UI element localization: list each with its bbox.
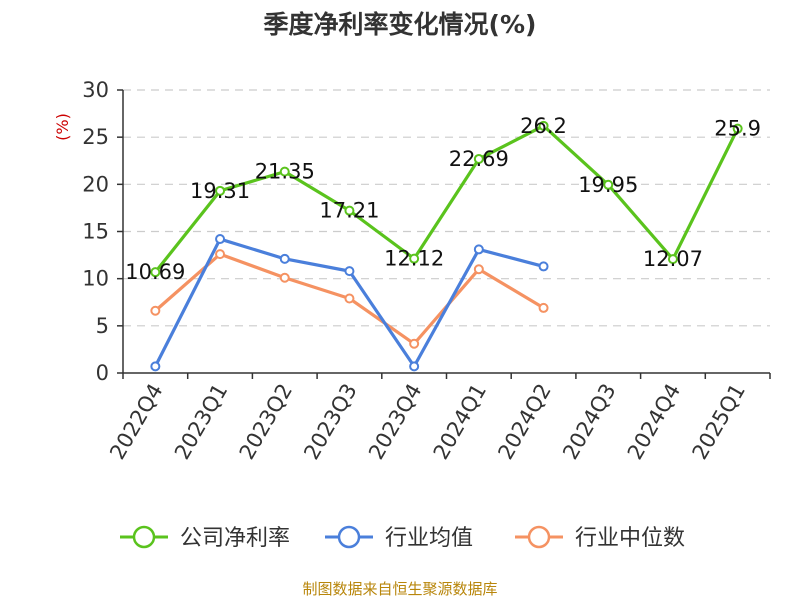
data-label: 12.07 [643,247,703,271]
x-tick-label: 2023Q1 [170,380,232,464]
data-label: 26.2 [520,114,567,138]
legend-item-1[interactable]: 行业均值 [325,525,473,551]
data-point [538,261,549,272]
data-point [603,179,614,190]
legend-marker-icon [337,525,361,549]
source-note: 制图数据来自恒生聚源数据库 [302,580,497,598]
legend-label: 行业均值 [385,526,473,551]
x-tick-label: 2024Q4 [623,380,685,464]
data-label: 19.31 [190,179,250,203]
x-tick-label: 2023Q4 [364,380,426,464]
data-label: 12.12 [384,247,444,271]
data-point [279,253,290,264]
legend-item-0[interactable]: 公司净利率 [120,525,290,551]
series-layer [150,120,743,372]
legend-label: 公司净利率 [180,526,290,551]
y-tick-label: 25 [82,125,109,149]
y-tick-label: 10 [82,267,109,291]
data-label: 22.69 [449,147,509,171]
data-point [215,185,226,196]
data-point [344,205,355,216]
series-1 [150,234,549,372]
data-label: 21.35 [255,160,315,184]
data-point [279,272,290,283]
data-point [538,302,549,313]
x-tick-label: 2024Q2 [493,380,555,464]
x-tick-label: 2024Q3 [558,380,620,464]
data-label: 17.21 [319,199,379,223]
series-0 [150,120,743,278]
data-point [344,266,355,277]
legend[interactable]: 公司净利率 行业均值 行业中位数 [120,525,685,551]
data-point [215,249,226,260]
data-label: 10.69 [125,260,185,284]
series-2 [150,249,549,349]
y-tick-label: 15 [82,220,109,244]
y-tick-label: 5 [96,314,109,338]
data-point [732,123,743,134]
data-point [150,305,161,316]
y-tick-label: 0 [96,361,109,385]
data-label: 19.95 [578,173,638,197]
data-point [279,166,290,177]
chart-title: 季度净利率变化情况(%) [264,10,537,39]
x-tick-label: 2025Q1 [688,380,750,464]
legend-item-2[interactable]: 行业中位数 [515,525,685,551]
data-point [473,244,484,255]
x-tick-label: 2023Q2 [235,380,297,464]
data-point [473,153,484,164]
x-tick-label: 2023Q3 [299,380,361,464]
data-point [409,361,420,372]
y-axis-label: (%) [53,113,72,141]
data-point [538,120,549,131]
grid-lines [123,89,770,327]
data-label: 25.9 [714,117,761,141]
data-point [473,264,484,275]
data-point [215,234,226,245]
x-tick-label: 2024Q1 [429,379,491,463]
y-tick-label: 20 [82,172,109,196]
legend-marker-icon [527,525,551,549]
data-point [409,253,420,264]
data-point [344,293,355,304]
legend-marker-icon [132,525,156,549]
y-tick-label: 30 [82,78,109,102]
legend-label: 行业中位数 [575,526,685,551]
data-point [409,338,420,349]
x-tick-label: 2022Q4 [105,380,167,464]
data-point [150,267,161,278]
series-line [153,124,740,274]
data-point [150,361,161,372]
data-point [667,254,678,265]
